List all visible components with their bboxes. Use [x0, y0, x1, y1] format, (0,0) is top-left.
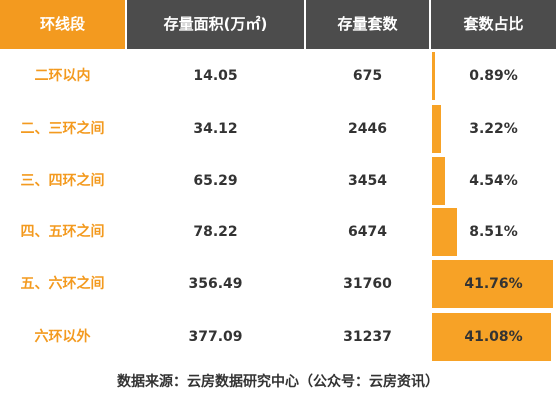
- share-bar: [432, 157, 446, 205]
- header-units: 存量套数: [306, 0, 429, 49]
- row-ring-label: 四、五环之间: [20, 224, 105, 240]
- share-bar: [432, 313, 551, 361]
- share-label: 3.22%: [469, 121, 518, 137]
- row-area-value: 78.22: [193, 224, 238, 240]
- row-units-value: 675: [352, 68, 383, 84]
- row-area-value: 356.49: [188, 276, 243, 292]
- row-ring-label: 二环以内: [34, 68, 91, 84]
- row-units-value: 31760: [343, 276, 392, 292]
- row-units-value: 2446: [348, 121, 387, 137]
- share-label: 41.08%: [464, 329, 523, 345]
- row-area-value: 65.29: [193, 173, 238, 189]
- header-ring: 环线段: [0, 0, 125, 49]
- header-area: 存量面积(万㎡): [127, 0, 304, 49]
- share-label: 0.89%: [469, 68, 518, 84]
- header-share: 套数占比: [431, 0, 556, 49]
- share-bar: [432, 260, 553, 308]
- share-bar: [432, 208, 457, 256]
- row-area-value: 377.09: [188, 329, 243, 345]
- row-area-value: 14.05: [193, 68, 238, 84]
- row-ring-label: 五、六环之间: [20, 276, 105, 292]
- row-units-value: 6474: [348, 224, 387, 240]
- share-bar: [432, 52, 435, 100]
- data-source-note: 数据来源：云房数据研究中心（公众号：云房资讯）: [117, 374, 439, 390]
- row-ring-label: 六环以外: [34, 329, 91, 345]
- row-ring-label: 二、三环之间: [20, 121, 105, 137]
- row-area-value: 34.12: [193, 121, 238, 137]
- share-label: 4.54%: [469, 173, 518, 189]
- row-units-value: 31237: [343, 329, 392, 345]
- row-units-value: 3454: [348, 173, 387, 189]
- row-ring-label: 三、四环之间: [20, 173, 105, 189]
- share-bar: [432, 105, 442, 153]
- share-label: 41.76%: [464, 276, 523, 292]
- share-label: 8.51%: [469, 224, 518, 240]
